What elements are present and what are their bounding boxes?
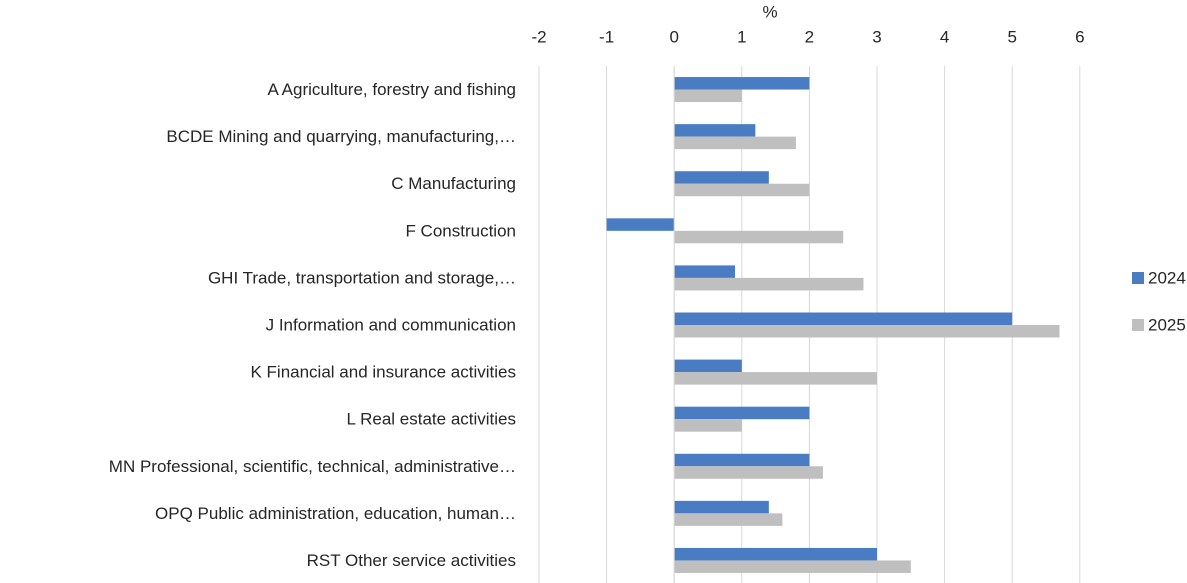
bar xyxy=(674,466,823,479)
y-tick-label: L Real estate activities xyxy=(347,410,516,429)
x-tick-label: 1 xyxy=(737,27,746,46)
y-tick-label: A Agriculture, forestry and fishing xyxy=(267,80,516,99)
bar xyxy=(674,183,810,197)
y-tick-label: RST Other service activities xyxy=(307,551,516,570)
bar xyxy=(674,265,736,278)
x-tick-label: 5 xyxy=(1007,27,1016,46)
bar xyxy=(674,513,783,526)
x-tick-label: -2 xyxy=(531,27,546,46)
legend-label: 2025 xyxy=(1148,315,1186,334)
bar xyxy=(674,312,1013,325)
bar xyxy=(674,453,810,467)
bar xyxy=(606,218,675,231)
x-tick-label: 2 xyxy=(805,27,814,46)
legend-label: 2024 xyxy=(1148,268,1186,287)
bar xyxy=(674,325,1060,338)
y-tick-label: MN Professional, scientific, technical, … xyxy=(109,457,516,476)
x-tick-label: 0 xyxy=(669,27,678,46)
bar xyxy=(674,500,769,514)
bar xyxy=(674,359,742,373)
legend-swatch xyxy=(1132,319,1144,331)
y-tick-label: J Information and communication xyxy=(266,315,516,334)
y-tick-label: GHI Trade, transportation and storage,… xyxy=(208,268,516,287)
y-tick-label: C Manufacturing xyxy=(391,174,516,193)
x-tick-label: 4 xyxy=(940,27,949,46)
bar xyxy=(674,372,877,385)
bar xyxy=(674,77,810,90)
bar xyxy=(674,136,796,150)
x-tick-label: 3 xyxy=(872,27,881,46)
y-tick-label: BCDE Mining and quarrying, manufacturing… xyxy=(166,127,516,146)
bar xyxy=(674,230,844,244)
legend-swatch xyxy=(1132,272,1144,284)
y-tick-label: K Financial and insurance activities xyxy=(250,363,516,382)
bar xyxy=(674,419,742,432)
y-tick-label: F Construction xyxy=(405,221,516,240)
x-axis-label: % xyxy=(762,2,777,21)
x-tick-label: -1 xyxy=(599,27,614,46)
y-tick-label: OPQ Public administration, education, hu… xyxy=(155,504,516,523)
bar xyxy=(674,560,911,573)
bar xyxy=(674,406,810,420)
bar xyxy=(674,171,769,184)
bar xyxy=(674,277,864,291)
bar xyxy=(674,124,756,137)
bar xyxy=(674,547,877,561)
x-tick-label: 6 xyxy=(1075,27,1084,46)
bar xyxy=(674,89,742,103)
